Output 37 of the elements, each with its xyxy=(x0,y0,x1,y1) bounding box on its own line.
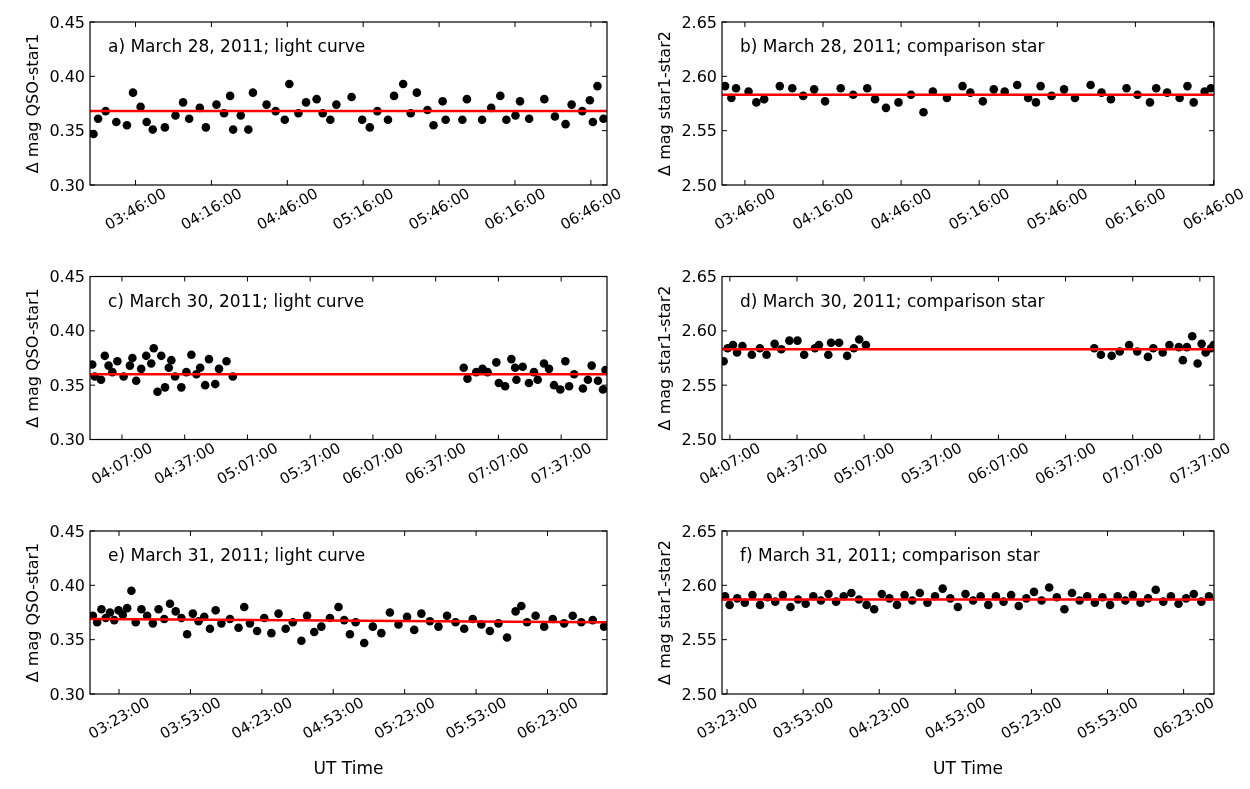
annotation: a) March 28, 2011; light curve xyxy=(108,36,366,56)
y-tick-label: 2.65 xyxy=(681,267,717,286)
y-tick-label: 2.60 xyxy=(681,66,717,86)
y-tick-label: 2.50 xyxy=(681,175,717,195)
y-tick-label: 0.45 xyxy=(49,12,85,32)
y-tick-label: 2.60 xyxy=(681,321,717,341)
y-tick-label: 0.30 xyxy=(49,430,85,449)
y-tick-label: 2.55 xyxy=(681,121,717,141)
y-tick-label: 2.50 xyxy=(681,430,717,449)
y-tick-label: 0.40 xyxy=(49,321,85,341)
y-tick-label: 0.40 xyxy=(49,575,85,595)
y-axis-title: Δ mag QSO-star1 xyxy=(23,288,42,428)
y-axis-title: Δ mag star1-star2 xyxy=(655,31,674,176)
x-axis-title: UT Time xyxy=(313,758,384,778)
y-tick-label: 0.40 xyxy=(49,66,85,86)
y-tick-label: 0.45 xyxy=(49,521,85,541)
y-tick-label: 0.35 xyxy=(49,375,85,395)
y-tick-label: 0.30 xyxy=(49,684,85,704)
x-axis-title: UT Time xyxy=(933,758,1003,778)
y-tick-label: 2.65 xyxy=(681,521,717,541)
y-axis-title: Δ mag star1-star2 xyxy=(655,540,674,685)
annotation: e) March 31, 2011; light curve xyxy=(108,545,366,565)
y-tick-label: 0.45 xyxy=(49,267,85,286)
y-axis-title: Δ mag QSO-star1 xyxy=(23,542,42,683)
y-tick-label: 2.60 xyxy=(681,575,717,595)
annotation: c) March 30, 2011; light curve xyxy=(108,290,365,311)
y-axis-title: Δ mag star1-star2 xyxy=(655,285,674,431)
annotation: d) March 30, 2011; comparison star xyxy=(740,290,1045,311)
y-axis-title: Δ mag QSO-star1 xyxy=(23,33,42,174)
annotation: b) March 28, 2011; comparison star xyxy=(740,36,1045,56)
annotation: f) March 31, 2011; comparison star xyxy=(740,545,1040,565)
y-tick-label: 2.55 xyxy=(681,630,717,650)
y-tick-label: 0.35 xyxy=(49,630,85,650)
y-tick-label: 0.30 xyxy=(49,175,85,195)
y-tick-label: 2.55 xyxy=(681,375,717,395)
y-tick-label: 0.35 xyxy=(49,121,85,141)
y-tick-label: 2.65 xyxy=(681,12,717,32)
